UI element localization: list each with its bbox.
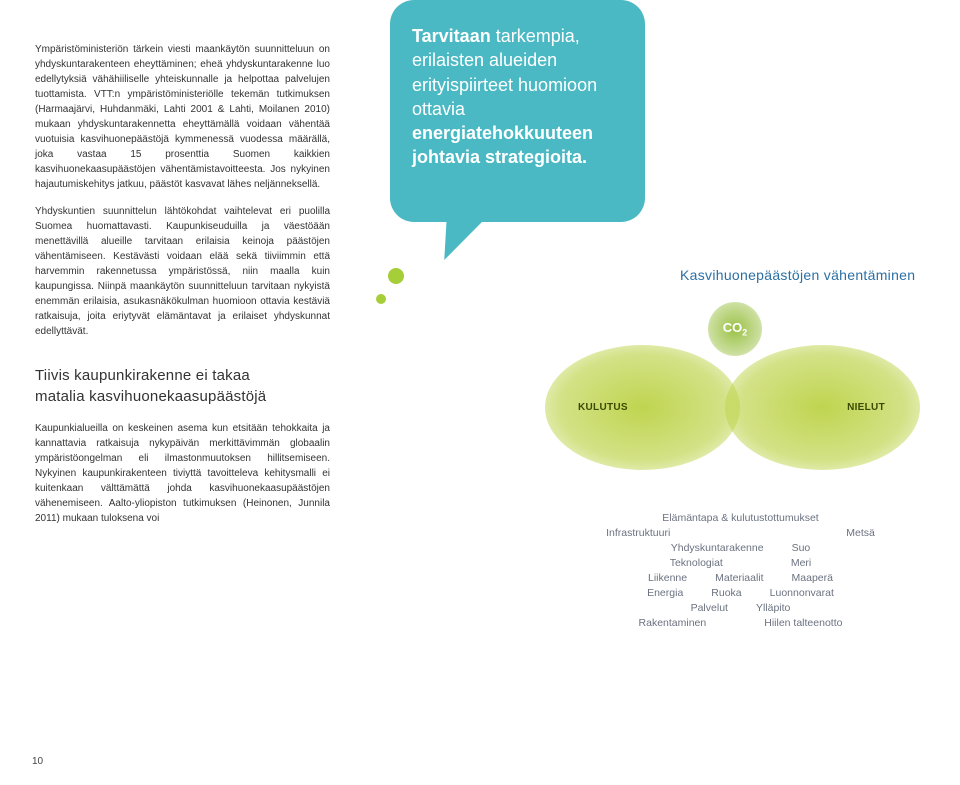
tag: Yhdyskuntarakenne: [657, 542, 778, 554]
diagram-blob-consumption: KULUTUS: [545, 345, 740, 470]
diagram-section-title: Kasvihuonepäästöjen vähentäminen: [680, 267, 915, 283]
callout-bubble: Tarvitaan tarkempia, erilaisten alueiden…: [390, 0, 680, 265]
tag: Rakentaminen: [625, 617, 721, 629]
body-paragraph-3: Kaupunkialueilla on keskeinen asema kun …: [35, 421, 330, 526]
tag: Teknologiat: [656, 557, 737, 569]
body-paragraph-2: Yhdyskuntien suunnittelun lähtökohdat va…: [35, 204, 330, 339]
left-text-column: Ympäristöministeriön tärkein viesti maan…: [35, 42, 330, 526]
tag-cloud: Elämäntapa & kulutustottumukset Infrastr…: [543, 510, 938, 665]
co2-label: CO2: [723, 320, 748, 338]
diagram-blob-sinks: NIELUT: [725, 345, 920, 470]
tag: Ylläpito: [742, 602, 804, 614]
blob-label: NIELUT: [847, 402, 885, 413]
tag: Luonnonvarat: [756, 587, 848, 599]
accent-dot-icon: [388, 268, 404, 284]
tag: Infrastruktuuri: [592, 527, 684, 539]
emissions-diagram: KULUTUS NIELUT CO2: [435, 300, 945, 495]
accent-dot-icon: [376, 294, 386, 304]
tag: Hiilen talteenotto: [750, 617, 856, 629]
tag: Elämäntapa & kulutustottumukset: [648, 512, 832, 524]
page-number: 10: [32, 756, 43, 767]
co2-circle-icon: CO2: [708, 302, 762, 356]
tag: Metsä: [832, 527, 889, 539]
tag: Maaperä: [778, 572, 847, 584]
blob-label: KULUTUS: [578, 402, 628, 413]
tag: Meri: [777, 557, 825, 569]
tag: Liikenne: [634, 572, 701, 584]
body-paragraph-1: Ympäristöministeriön tärkein viesti maan…: [35, 42, 330, 192]
tag: Energia: [633, 587, 697, 599]
tag: Ruoka: [697, 587, 755, 599]
tag: Suo: [778, 542, 825, 554]
tag: Palvelut: [677, 602, 742, 614]
tag: Materiaalit: [701, 572, 777, 584]
callout-bubble-body: Tarvitaan tarkempia, erilaisten alueiden…: [390, 0, 645, 222]
section-subhead: Tiivis kaupunkirakenne ei takaamatalia k…: [35, 365, 330, 407]
